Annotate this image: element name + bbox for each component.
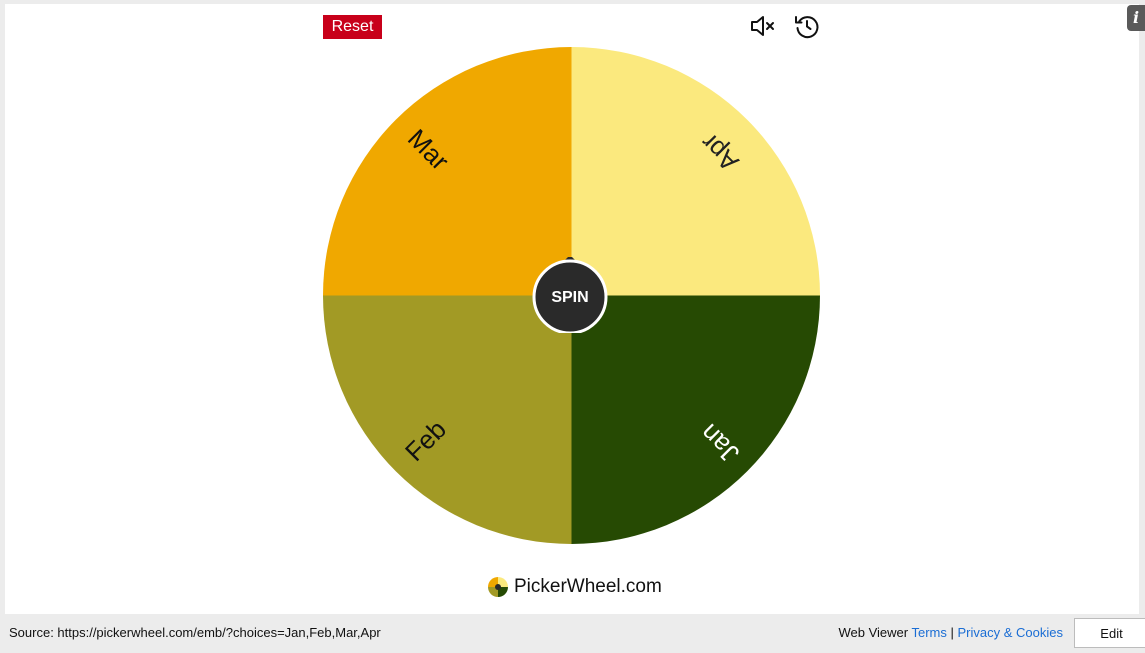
info-tab[interactable]: i	[1127, 5, 1145, 31]
source-text: Source: https://pickerwheel.com/emb/?cho…	[9, 625, 381, 640]
pickerwheel-logo-icon	[488, 577, 508, 597]
terms-link[interactable]: Terms	[911, 625, 947, 640]
reset-button[interactable]: Reset	[323, 15, 382, 39]
picker-wheel[interactable]: Apr Jan Feb Mar	[323, 47, 820, 544]
edit-button[interactable]: Edit	[1074, 618, 1145, 648]
brand-name: PickerWheel.com	[514, 576, 662, 597]
wheel-segment-apr	[571, 47, 820, 296]
wheel-segment-jan	[571, 295, 820, 544]
embedded-viewer: Reset Apr Jan Feb Mar SPIN	[5, 4, 1139, 614]
spin-button[interactable]: SPIN	[532, 255, 608, 335]
privacy-cookies-link[interactable]: Privacy & Cookies	[957, 625, 1063, 640]
web-viewer-links: Web Viewer Terms | Privacy & Cookies	[838, 625, 1063, 640]
wheel-segment-feb	[323, 295, 572, 544]
wheel-segment-mar	[323, 47, 572, 296]
spin-label: SPIN	[551, 289, 588, 306]
history-button[interactable]	[793, 12, 821, 40]
web-viewer-label: Web Viewer	[838, 625, 909, 640]
mute-button[interactable]	[749, 12, 777, 40]
link-separator: |	[950, 625, 954, 640]
brand[interactable]: PickerWheel.com	[487, 574, 662, 600]
speaker-muted-icon	[751, 16, 774, 36]
footer-bar: Source: https://pickerwheel.com/emb/?cho…	[0, 614, 1145, 653]
spin-hub: SPIN	[532, 255, 608, 335]
history-icon	[795, 16, 819, 39]
